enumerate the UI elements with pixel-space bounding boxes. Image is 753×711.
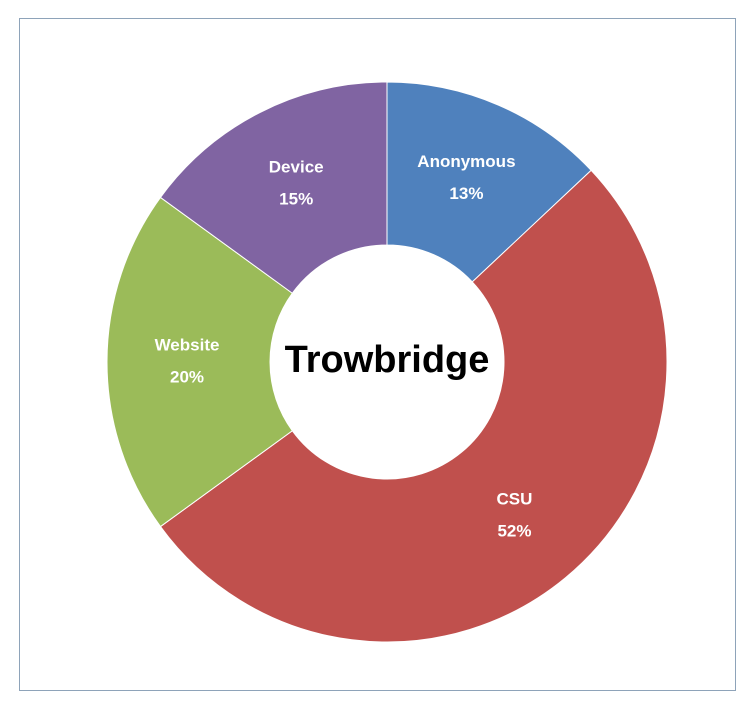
donut-slice (106, 196, 294, 528)
slice-value-label: 20% (170, 367, 204, 386)
chart-title: Trowbridge (285, 339, 490, 381)
donut-slice (386, 81, 592, 283)
slice-value-label: 52% (497, 522, 531, 541)
donut-slice (159, 169, 668, 643)
slice-category-label: Anonymous (417, 152, 515, 171)
slice-category-label: Device (269, 157, 324, 176)
donut (106, 81, 668, 643)
slice-value-label: 15% (279, 189, 313, 208)
slice-value-label: 13% (449, 184, 483, 203)
slice-category-label: CSU (497, 490, 533, 509)
donut-slice (159, 81, 388, 294)
slice-category-label: Website (155, 335, 220, 354)
data-labels: Anonymous 13% CSU 52% Website 20% Device 15% (155, 152, 533, 541)
